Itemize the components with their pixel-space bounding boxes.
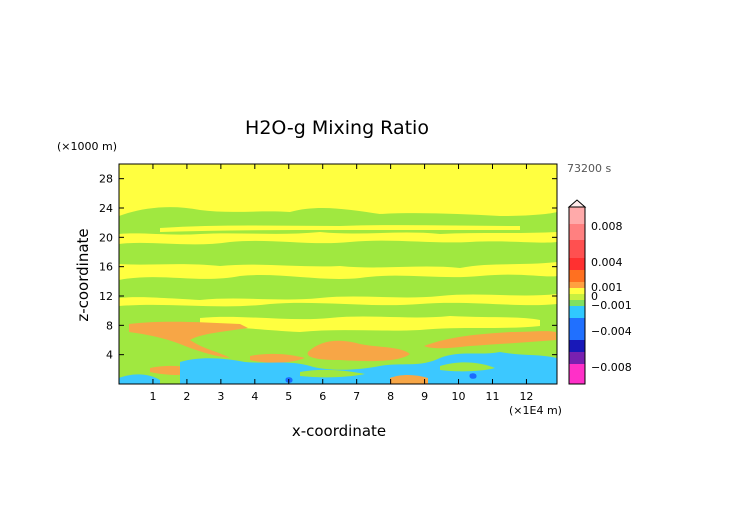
field-blue-speck2 (469, 373, 477, 379)
x-tick-label: 5 (285, 390, 292, 403)
x-tick-label: 1 (149, 390, 156, 403)
y-tick-label: 4 (106, 349, 113, 362)
colorbar-frame (568, 206, 586, 385)
y-tick-label: 16 (99, 261, 113, 274)
colorbar-band (569, 258, 585, 270)
field-yellow-intrusion (200, 316, 540, 332)
field-orange-layer (129, 321, 248, 358)
colorbar-tick-label: 0 (591, 290, 598, 303)
colorbar-band (569, 224, 585, 240)
field-orange-blob3 (424, 331, 556, 349)
heatmap-field (119, 164, 557, 384)
colorbar-tick-label: 0.004 (591, 256, 623, 269)
colorbar-tick-label: 0.008 (591, 220, 623, 233)
field-green-mid (119, 240, 557, 268)
x-tick-label: 3 (217, 390, 224, 403)
y-tick-label: 28 (99, 173, 113, 186)
field-yellow-streak (160, 225, 520, 232)
y-ticks: 4 8 12 16 20 24 28 (99, 173, 557, 362)
y-tick-label: 12 (99, 290, 113, 303)
colorbar-tick-label: 0.001 (591, 281, 623, 294)
field-orange-blob2 (250, 353, 305, 363)
x-tick-label: 12 (519, 390, 533, 403)
field-green-mid2 (119, 274, 557, 300)
field-green-patch2 (440, 362, 495, 372)
field-cyan-low (180, 352, 557, 384)
x-tick-label: 6 (319, 390, 326, 403)
y-tick-label: 20 (99, 231, 113, 244)
chart-title: H2O-g Mixing Ratio (245, 117, 429, 139)
field-orange-blob (307, 340, 410, 362)
field-orange-surface (390, 375, 428, 384)
x-tick-label: 10 (452, 390, 466, 403)
field-green-patch1 (300, 369, 365, 378)
colorbar-extend-triangle (567, 199, 587, 208)
x-tick-label: 2 (183, 390, 190, 403)
colorbar-band (569, 240, 585, 258)
colorbar-band (569, 340, 585, 352)
colorbar-band (569, 288, 585, 294)
colorbar-band (569, 294, 585, 300)
plot-frame (118, 163, 558, 385)
colorbar-tick-label: −0.008 (591, 361, 632, 374)
x-axis-label: x-coordinate (292, 422, 386, 440)
colorbar-tick-label: −0.001 (591, 299, 632, 312)
y-axis-label: z-coordinate (74, 228, 92, 321)
colorbar-band (569, 270, 585, 282)
colorbar-band (569, 352, 585, 364)
colorbar-tick-label: −0.004 (591, 325, 632, 338)
time-label: 73200 s (567, 162, 611, 175)
colorbar (567, 199, 587, 385)
field-cyan-left (119, 374, 160, 384)
x-tick-label: 9 (421, 390, 428, 403)
x-tick-label: 7 (353, 390, 360, 403)
y-unit-label: (×1000 m) (57, 140, 117, 153)
colorbar-band (569, 282, 585, 288)
x-tick-label: 11 (485, 390, 499, 403)
colorbar-band (569, 300, 585, 306)
y-tick-label: 8 (106, 319, 113, 332)
x-ticks: 1 2 3 4 5 6 7 8 9 10 11 12 (149, 164, 533, 403)
y-tick-label: 24 (99, 202, 113, 215)
x-unit-label: (×1E4 m) (509, 404, 562, 417)
colorbar-band (569, 364, 585, 384)
colorbar-band (569, 318, 585, 340)
x-tick-label: 4 (251, 390, 258, 403)
x-tick-label: 8 (387, 390, 394, 403)
colorbar-band (569, 306, 585, 318)
colorbar-band (569, 207, 585, 224)
